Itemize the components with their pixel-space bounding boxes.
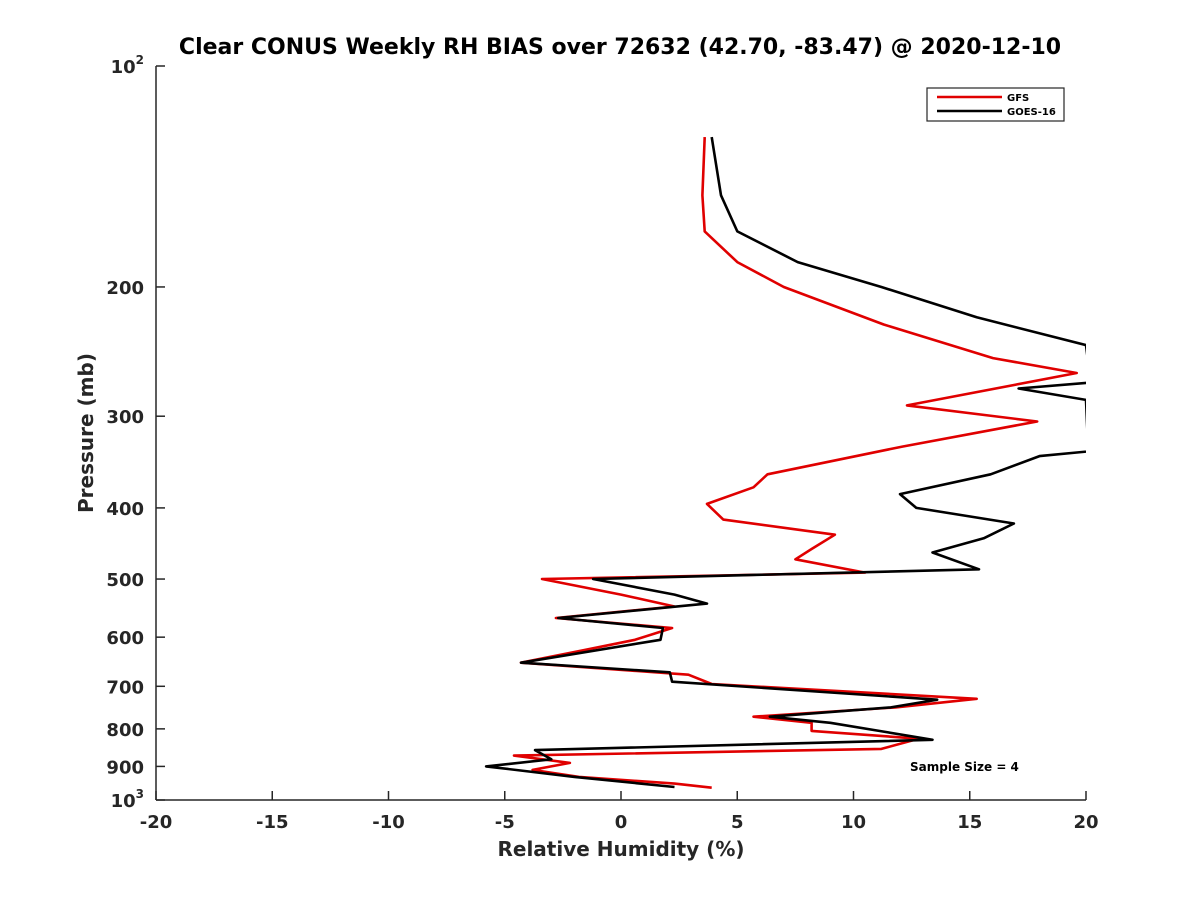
legend: GFS GOES-16 bbox=[926, 87, 1065, 122]
y-axis-label: Pressure (mb) bbox=[74, 353, 98, 513]
x-tick-label: 5 bbox=[731, 812, 744, 833]
y-tick-label: 200 bbox=[106, 278, 144, 299]
y-tick-base: 10 bbox=[111, 791, 136, 812]
y-tick-label: 700 bbox=[106, 677, 144, 698]
x-tick-label: 20 bbox=[1073, 812, 1098, 833]
x-axis-label: Relative Humidity (%) bbox=[497, 837, 744, 861]
x-tick-label: 10 bbox=[841, 812, 866, 833]
y-tick-label: 500 bbox=[106, 570, 144, 591]
y-tick-label: 103 bbox=[111, 787, 144, 812]
y-tick-label: 102 bbox=[111, 53, 144, 78]
y-tick-label: 800 bbox=[106, 720, 144, 741]
chart-title: Clear CONUS Weekly RH BIAS over 72632 (4… bbox=[179, 35, 1061, 60]
sample-size-annotation: Sample Size = 4 bbox=[910, 760, 1019, 774]
legend-label-goes16: GOES-16 bbox=[1007, 107, 1056, 118]
y-tick-label: 900 bbox=[106, 757, 144, 778]
series-line-goes16 bbox=[484, 136, 1086, 789]
x-axis-ticks: -20 -15 -10 -5 0 5 10 15 20 bbox=[140, 791, 1099, 833]
x-tick-label: -5 bbox=[495, 812, 515, 833]
x-tick-label: -15 bbox=[256, 812, 289, 833]
y-tick-label: 400 bbox=[106, 499, 144, 520]
y-tick-base: 10 bbox=[111, 57, 136, 78]
x-tick-label: -10 bbox=[372, 812, 405, 833]
legend-label-gfs: GFS bbox=[1007, 93, 1029, 104]
x-tick-label: 0 bbox=[615, 812, 628, 833]
x-tick-label: -20 bbox=[140, 812, 173, 833]
y-tick-exponent: 2 bbox=[136, 53, 144, 67]
y-tick-label: 600 bbox=[106, 628, 144, 649]
legend-box bbox=[926, 87, 1065, 122]
x-tick-label: 15 bbox=[957, 812, 982, 833]
y-tick-exponent: 3 bbox=[136, 787, 144, 801]
y-tick-label: 300 bbox=[106, 407, 144, 428]
